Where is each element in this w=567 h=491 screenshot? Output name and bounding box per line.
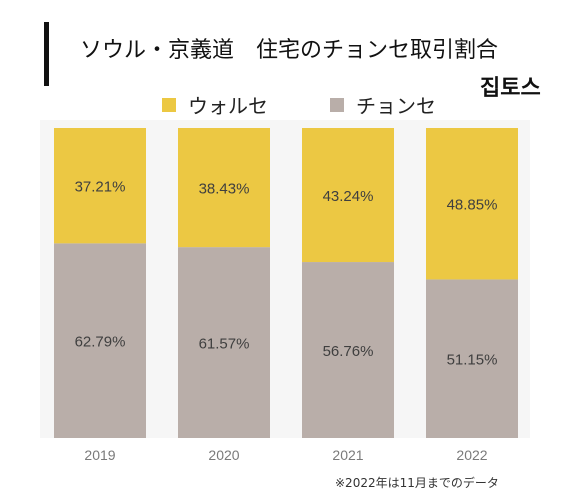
bar-jeonse-2020 <box>178 247 270 438</box>
data-label-jeonse-2020: 61.57% <box>199 336 250 353</box>
data-label-jeonse-2021: 56.76% <box>323 343 374 360</box>
brand-logo: 집토스 <box>480 76 541 101</box>
legend-label-wolse: ウォルセ <box>188 94 268 118</box>
legend-swatch-wolse <box>162 97 176 112</box>
x-tick-label-2020: 2020 <box>208 447 239 463</box>
bar-wolse-2022 <box>426 128 518 280</box>
title-accent-bar <box>44 22 49 86</box>
legend-label-jeonse: チョンセ <box>356 94 436 118</box>
data-label-jeonse-2022: 51.15% <box>447 352 498 369</box>
data-label-jeonse-2019: 62.79% <box>75 334 126 351</box>
x-tick-label-2019: 2019 <box>84 447 115 463</box>
data-label-wolse-2019: 37.21% <box>75 179 126 196</box>
x-tick-label-2022: 2022 <box>456 447 487 463</box>
chart-title: ソウル・京義道 住宅のチョンセ取引割合 <box>80 38 499 63</box>
data-label-wolse-2021: 43.24% <box>323 188 374 205</box>
bar-wolse-2019 <box>54 128 146 244</box>
x-tick-label-2021: 2021 <box>332 447 363 463</box>
bar-jeonse-2022 <box>426 279 518 438</box>
chart-legend: ウォルセ チョンセ <box>162 90 498 119</box>
bar-wolse-2020 <box>178 128 270 248</box>
data-label-wolse-2022: 48.85% <box>447 197 498 214</box>
legend-item-jeonse: チョンセ <box>330 90 436 119</box>
data-label-wolse-2020: 38.43% <box>199 181 250 198</box>
footnote: ※2022年は11月までのデータ <box>335 476 499 490</box>
bar-jeonse-2021 <box>302 262 394 438</box>
legend-item-wolse: ウォルセ <box>162 90 268 119</box>
legend-swatch-jeonse <box>330 97 344 112</box>
bar-wolse-2021 <box>302 128 394 263</box>
bar-jeonse-2019 <box>54 243 146 438</box>
